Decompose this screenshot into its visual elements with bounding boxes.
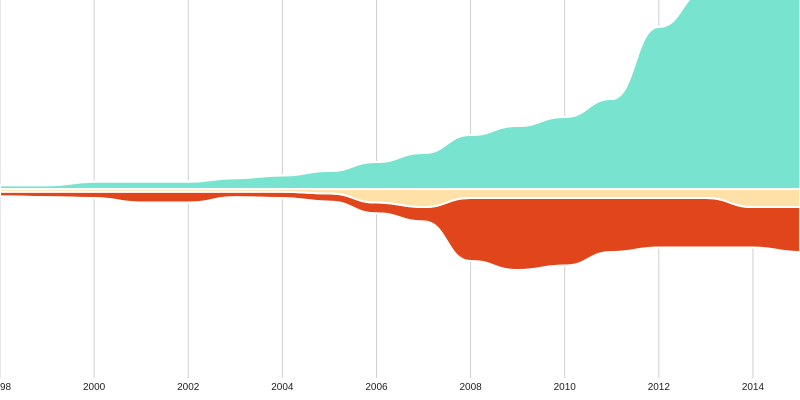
x-tick-label: 2004 [271,382,294,393]
stream-band-2 [0,0,800,190]
x-tick-label: 2012 [648,382,671,393]
x-tick-label: 2006 [365,382,388,393]
stream-band-0 [0,187,800,208]
x-axis: 98 2000 2002 2004 2006 2008 2010 2012 2014 [0,382,765,393]
stream-layer [0,0,800,271]
x-tick-label: 2000 [83,382,106,393]
x-tick-label: 2014 [742,382,765,393]
x-tick-label: 98 [0,382,12,393]
x-tick-label: 2008 [459,382,482,393]
x-tick-label: 2002 [177,382,200,393]
x-tick-label: 2010 [554,382,577,393]
